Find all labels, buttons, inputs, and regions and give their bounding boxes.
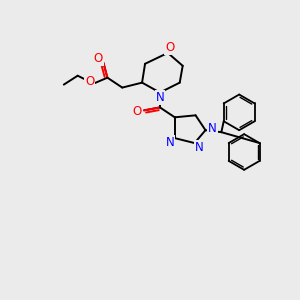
Text: O: O [85,75,94,88]
Text: O: O [133,105,142,118]
Text: N: N [208,122,217,135]
Text: N: N [195,140,204,154]
Text: O: O [94,52,103,65]
Text: N: N [165,136,174,148]
Text: N: N [155,91,164,104]
Text: O: O [165,41,174,55]
